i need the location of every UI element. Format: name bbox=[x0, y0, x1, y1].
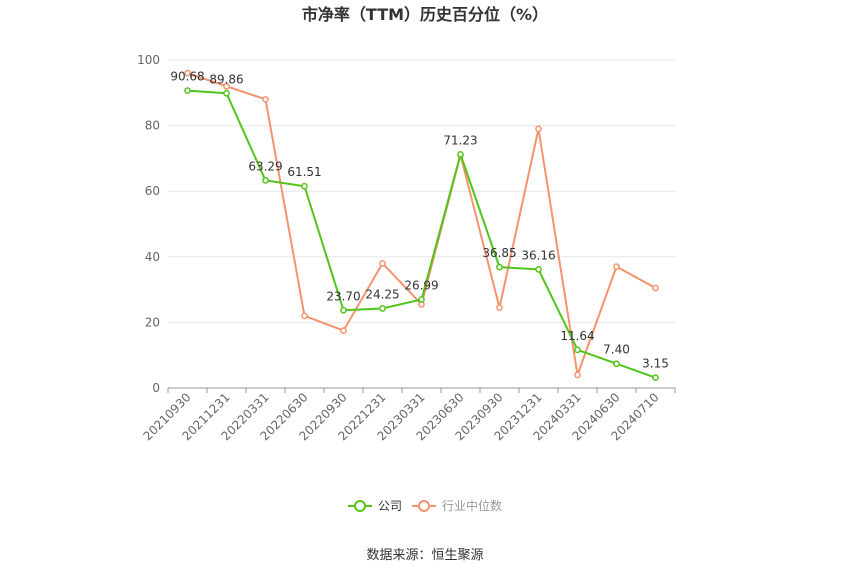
series-0-point bbox=[184, 87, 191, 94]
series-1-point bbox=[496, 304, 503, 311]
legend: 公司 行业中位数 bbox=[348, 498, 502, 513]
series-1-point bbox=[613, 263, 620, 270]
series-layer bbox=[184, 69, 659, 382]
legend-company-marker bbox=[354, 500, 366, 512]
legend-industry-label: 行业中位数 bbox=[442, 498, 502, 513]
data-label: 36.85 bbox=[482, 246, 516, 260]
y-tick-label: 80 bbox=[145, 119, 160, 133]
series-0-point bbox=[652, 374, 659, 382]
data-label: 71.23 bbox=[443, 133, 477, 147]
series-1-point bbox=[223, 82, 230, 90]
series-0-point bbox=[301, 182, 308, 190]
series-1-point bbox=[574, 371, 581, 379]
series-1-point bbox=[535, 125, 542, 133]
grid-layer bbox=[168, 59, 675, 323]
data-source: 数据来源：恒生聚源 bbox=[366, 548, 483, 563]
y-tick-label: 0 bbox=[152, 381, 160, 395]
label-layer: 90.68 89.86 63.29 61.51 23.70 24.25 26.99 71.23… bbox=[170, 70, 669, 371]
data-label: 63.29 bbox=[248, 159, 282, 173]
series-0-point bbox=[457, 151, 464, 158]
data-label: 7.40 bbox=[603, 343, 630, 357]
data-label: 11.64 bbox=[560, 329, 594, 343]
chart-title: 市净率（TTM）历史百分位（%） bbox=[302, 5, 548, 24]
series-0-point bbox=[223, 89, 230, 97]
data-label: 90.68 bbox=[170, 70, 204, 84]
data-label: 26.99 bbox=[404, 278, 438, 292]
data-label: 23.70 bbox=[326, 289, 360, 303]
series-1-point bbox=[379, 260, 386, 267]
series-1-point bbox=[262, 96, 269, 103]
data-label: 36.16 bbox=[521, 248, 555, 262]
series-0-point bbox=[613, 360, 620, 368]
data-label: 3.15 bbox=[642, 357, 669, 371]
series-0-point bbox=[262, 177, 269, 184]
y-tick-label: 100 bbox=[137, 53, 160, 67]
data-label: 61.51 bbox=[287, 165, 321, 179]
legend-industry-marker bbox=[418, 500, 430, 512]
series-0-point bbox=[574, 346, 581, 354]
series-1-point bbox=[652, 284, 659, 292]
data-label: 89.86 bbox=[209, 72, 243, 86]
data-label: 24.25 bbox=[365, 287, 399, 301]
y-tick-label: 40 bbox=[145, 250, 160, 264]
legend-item-industry-median[interactable]: 行业中位数 bbox=[412, 498, 502, 513]
series-0-point bbox=[340, 306, 347, 314]
legend-company-label: 公司 bbox=[378, 499, 402, 513]
series-0-point bbox=[496, 263, 503, 271]
series-0-point bbox=[418, 296, 425, 303]
y-tick-label: 60 bbox=[145, 184, 160, 198]
series-0-point bbox=[535, 266, 542, 273]
series-1-point bbox=[340, 327, 347, 334]
series-1-point bbox=[301, 312, 308, 320]
series-0-point bbox=[379, 305, 386, 312]
series-1-point bbox=[184, 69, 191, 77]
legend-item-company[interactable]: 公司 bbox=[348, 499, 402, 513]
y-tick-label: 20 bbox=[145, 315, 160, 329]
axis-layer: 0204060801002021093020211231202203312022… bbox=[137, 53, 676, 443]
